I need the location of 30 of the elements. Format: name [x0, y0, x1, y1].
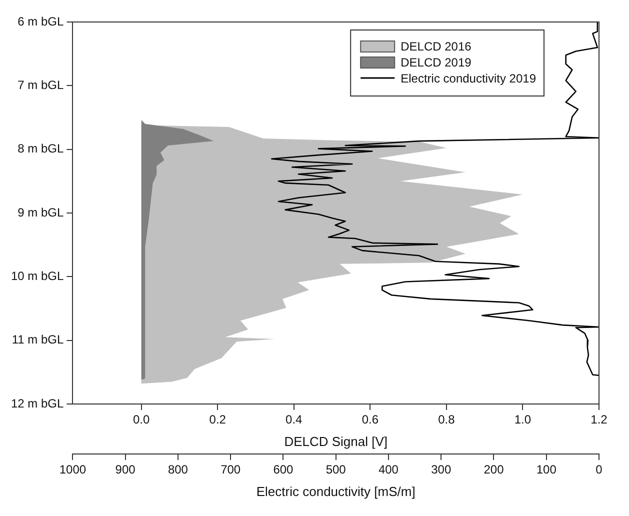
x2-tick-label: 1000 — [59, 462, 86, 477]
x-axis-title: DELCD Signal [V] — [284, 434, 388, 449]
x2-tick-label: 100 — [536, 462, 557, 477]
legend-label: DELCD 2019 — [400, 55, 472, 70]
x2-tick-label: 200 — [484, 462, 504, 477]
y-tick-label: 8 m bGL — [18, 142, 64, 156]
x-tick-label: 0.0 — [133, 412, 150, 427]
legend-label: DELCD 2016 — [400, 39, 472, 54]
x-tick-label: 0.4 — [286, 412, 303, 427]
y-tick-label: 6 m bGL — [18, 14, 64, 28]
x2-axis-title: Electric conductivity [mS/m] — [256, 484, 416, 499]
x-tick-label: 1.0 — [514, 412, 532, 427]
y-tick-label: 10 m bGL — [10, 268, 64, 283]
y-tick-label: 9 m bGL — [18, 205, 64, 220]
legend-label: Electric conductivity 2019 — [400, 71, 536, 86]
x2-tick-label: 500 — [326, 462, 346, 477]
y-tick-label: 7 m bGL — [18, 78, 64, 92]
x2-tick-label: 800 — [168, 462, 188, 477]
x2-tick-label: 600 — [273, 462, 294, 477]
x2-tick-label: 700 — [220, 462, 241, 477]
y-tick-label: 11 m bGL — [12, 332, 64, 347]
x2-tick-label: 400 — [378, 462, 399, 477]
x2-tick-label: 300 — [431, 462, 452, 477]
x2-tick-label: 0 — [596, 462, 603, 477]
x-tick-label: 0.8 — [438, 412, 456, 427]
y-tick-label: 12 m bGL — [10, 396, 64, 410]
x2-tick-label: 900 — [115, 462, 136, 477]
x-tick-label: 0.2 — [209, 412, 226, 427]
x-tick-label: 0.6 — [362, 412, 379, 427]
x-tick-label: 1.2 — [590, 412, 608, 427]
